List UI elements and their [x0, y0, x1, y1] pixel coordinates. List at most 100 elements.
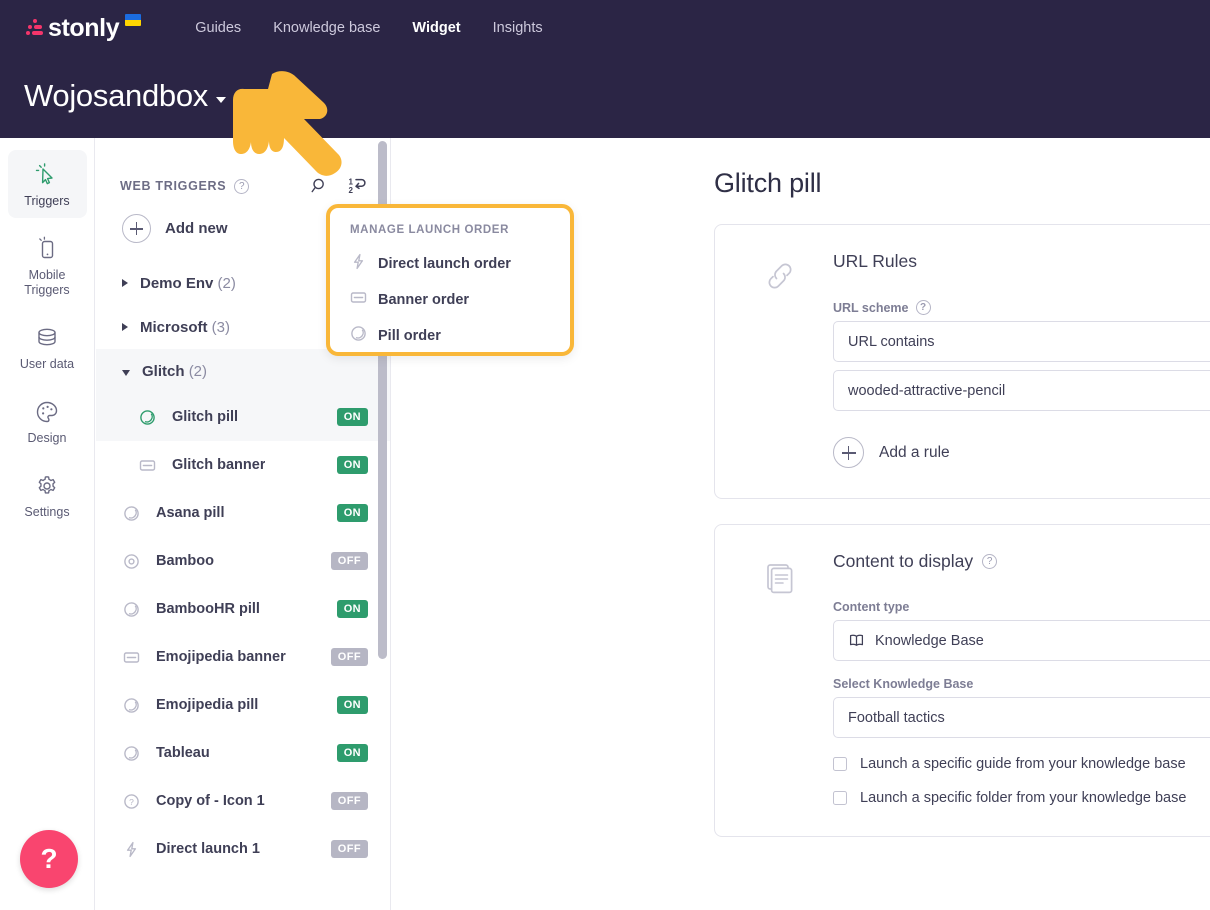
- svg-text:1: 1: [349, 177, 354, 186]
- rail-label-settings: Settings: [24, 505, 70, 519]
- main-content: Glitch pill URL Rules URL scheme ?: [392, 138, 1210, 910]
- question-mark-icon[interactable]: ?: [982, 554, 998, 569]
- add-new-label: Add new: [165, 220, 228, 237]
- panel-title: WEB TRIGGERS: [120, 179, 227, 193]
- chevron-right-icon: [122, 323, 128, 331]
- list-panel-scrollbar[interactable]: [378, 141, 387, 659]
- plus-icon: [122, 214, 151, 243]
- tree-group-demo-env[interactable]: Demo Env (2): [96, 261, 390, 305]
- knowledge-base-select[interactable]: Football tactics: [833, 697, 1210, 738]
- cursor-click-icon: [10, 160, 85, 190]
- knowledge-base-value: Football tactics: [848, 709, 945, 726]
- checkbox[interactable]: [833, 757, 847, 771]
- pill-icon: [120, 505, 142, 522]
- question-mark-icon: ?: [120, 793, 142, 810]
- list-item-glitch-pill[interactable]: Glitch pill ON: [96, 393, 390, 441]
- gear-icon: [10, 471, 85, 501]
- plus-icon: [833, 437, 864, 468]
- nav-link-guides[interactable]: Guides: [195, 20, 242, 36]
- rail-label-triggers: Triggers: [24, 194, 70, 208]
- menu-item-banner-order[interactable]: Banner order: [330, 282, 570, 318]
- popover-heading: MANAGE LAUNCH ORDER: [350, 224, 509, 236]
- pill-icon: [120, 745, 142, 762]
- url-scheme-label-text: URL scheme: [833, 300, 909, 315]
- rail-label-design: Design: [27, 431, 67, 445]
- content-type-select[interactable]: Knowledge Base: [833, 620, 1210, 661]
- nav-link-widget[interactable]: Widget: [412, 20, 461, 36]
- group-label: Microsoft (3): [140, 319, 230, 336]
- menu-item-label: Direct launch order: [378, 256, 511, 272]
- status-badge: ON: [336, 408, 368, 426]
- content-to-display-card: Content to display ? Content type Knowle…: [714, 524, 1210, 837]
- add-a-rule-button[interactable]: Add a rule: [833, 437, 1210, 468]
- help-button[interactable]: ?: [20, 830, 78, 888]
- list-item-label: Copy of - Icon 1: [156, 793, 265, 809]
- content-to-display-title-text: Content to display: [833, 551, 974, 571]
- page-title: Glitch pill: [714, 168, 822, 198]
- list-item-label: Asana pill: [156, 505, 225, 521]
- pill-icon: [136, 409, 158, 426]
- reorder-icon[interactable]: 1 2: [348, 176, 368, 196]
- list-item-direct-launch-1[interactable]: Direct launch 1 OFF: [96, 825, 390, 873]
- question-mark-icon[interactable]: ?: [234, 178, 250, 194]
- rail-item-mobile-triggers[interactable]: Mobile Triggers: [8, 224, 87, 307]
- banner-icon: [136, 457, 158, 474]
- list-item-emojipedia-banner[interactable]: Emojipedia banner OFF: [96, 633, 390, 681]
- list-item-copy-of-icon-1[interactable]: ? Copy of - Icon 1 OFF: [96, 777, 390, 825]
- rail-item-design[interactable]: Design: [8, 387, 87, 455]
- list-item-asana-pill[interactable]: Asana pill ON: [96, 489, 390, 537]
- status-badge: ON: [336, 696, 368, 714]
- status-badge: ON: [336, 504, 368, 522]
- checkbox[interactable]: [833, 791, 847, 805]
- menu-item-direct-launch-order[interactable]: Direct launch order: [330, 246, 570, 282]
- database-icon: [10, 323, 85, 353]
- svg-text:2: 2: [349, 186, 354, 195]
- list-item-glitch-banner[interactable]: Glitch banner ON: [96, 441, 390, 489]
- list-item-emojipedia-pill[interactable]: Emojipedia pill ON: [96, 681, 390, 729]
- url-scheme-label: URL scheme ?: [833, 300, 1210, 315]
- tree-group-microsoft[interactable]: Microsoft (3): [96, 305, 390, 349]
- stonly-logo-mark-icon: [24, 16, 46, 42]
- add-new-button[interactable]: Add new: [96, 196, 390, 243]
- list-item-bamboohr-pill[interactable]: BambooHR pill ON: [96, 585, 390, 633]
- content-to-display-title: Content to display ?: [833, 551, 1210, 572]
- list-item-label: Bamboo: [156, 553, 214, 569]
- list-item-label: Emojipedia pill: [156, 697, 259, 713]
- rail-item-triggers[interactable]: Triggers: [7, 150, 87, 218]
- url-rule-input[interactable]: wooded-attractive-pencil: [833, 370, 1210, 411]
- status-badge: ON: [336, 456, 368, 474]
- top-navigation-bar: stonly Guides Knowledge base Widget Insi…: [0, 0, 1210, 138]
- status-badge: OFF: [330, 840, 368, 858]
- list-item-tableau[interactable]: Tableau ON: [96, 729, 390, 777]
- url-scheme-select[interactable]: URL contains: [833, 321, 1210, 362]
- list-item-label: Emojipedia banner: [156, 649, 286, 665]
- search-icon[interactable]: [310, 176, 330, 196]
- question-mark-icon[interactable]: ?: [915, 300, 931, 315]
- tree-group-glitch[interactable]: Glitch (2): [96, 349, 390, 393]
- rail-item-user-data[interactable]: User data: [8, 313, 87, 381]
- manage-launch-order-popover: MANAGE LAUNCH ORDER Direct launch order …: [326, 204, 574, 356]
- panel-header: WEB TRIGGERS ? 1 2: [96, 138, 390, 196]
- menu-item-pill-order[interactable]: Pill order: [330, 318, 570, 354]
- banner-icon: [120, 649, 142, 666]
- nav-link-insights[interactable]: Insights: [492, 20, 543, 36]
- rail-item-settings[interactable]: Settings: [8, 461, 87, 529]
- content-type-value: Knowledge Base: [875, 632, 984, 649]
- list-item-bamboo[interactable]: Bamboo OFF: [96, 537, 390, 585]
- group-count: (3): [211, 318, 231, 336]
- workspace-switcher[interactable]: Wojosandbox: [24, 78, 226, 114]
- group-count: (2): [188, 362, 208, 380]
- stonly-logo[interactable]: stonly: [24, 12, 142, 44]
- list-item-label: Tableau: [156, 745, 210, 761]
- status-badge: ON: [336, 600, 368, 618]
- chevron-down-icon: [122, 369, 130, 376]
- list-item-label: Direct launch 1: [156, 841, 260, 857]
- bolt-icon: [350, 253, 367, 275]
- ukraine-flag-icon: [125, 14, 142, 26]
- launch-specific-folder-checkbox-row[interactable]: Launch a specific folder from your knowl…: [833, 790, 1210, 806]
- rail-label-mobile-triggers: Mobile Triggers: [24, 268, 70, 297]
- add-a-rule-label: Add a rule: [879, 443, 950, 461]
- launch-specific-guide-checkbox-row[interactable]: Launch a specific guide from your knowle…: [833, 756, 1210, 772]
- nav-link-knowledge-base[interactable]: Knowledge base: [273, 20, 381, 36]
- url-rules-card: URL Rules URL scheme ? URL contains wood…: [714, 224, 1210, 499]
